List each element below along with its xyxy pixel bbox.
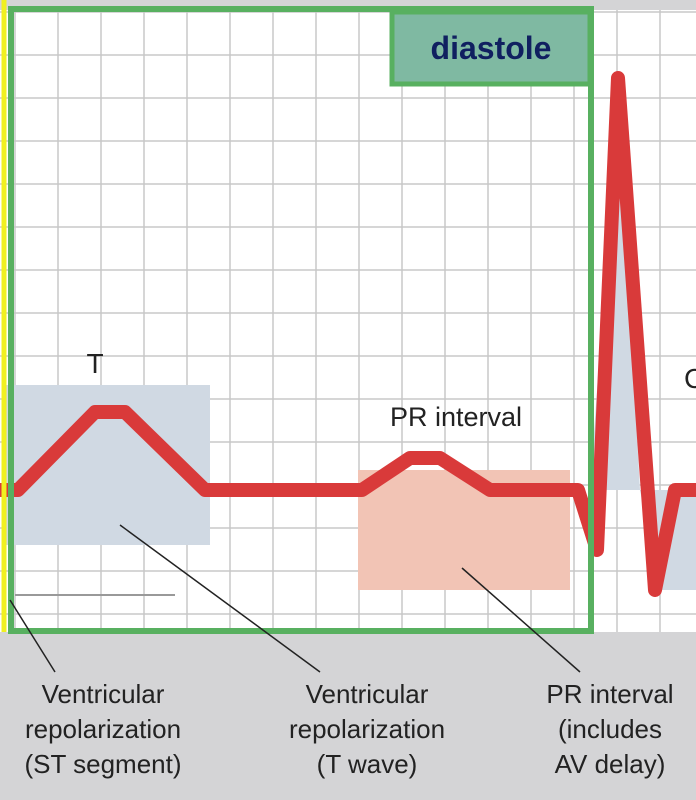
ecg-trace: [0, 71, 696, 597]
caption-line: repolarization: [25, 714, 181, 744]
caption-line: PR interval: [546, 679, 673, 709]
pr-label: PR interval: [390, 402, 522, 432]
caption-line: (ST segment): [24, 749, 181, 779]
leader-line: [461, 567, 581, 673]
caption-line: Ventricular: [42, 679, 165, 709]
caption-line: Ventricular: [306, 679, 429, 709]
caption-line: (T wave): [317, 749, 418, 779]
diastole-box: [389, 9, 593, 87]
leaders: [9, 524, 581, 673]
diastole-frame: [8, 6, 594, 634]
diastole-label: diastole: [431, 30, 552, 66]
caption-line: (includes: [558, 714, 662, 744]
captions: Ventricular repolarization (ST segment) Ven…: [24, 679, 673, 779]
c-label: C: [684, 363, 696, 394]
caption-line: AV delay): [555, 749, 666, 779]
leader-line: [9, 599, 56, 673]
leader-line: [119, 524, 321, 673]
caption-line: repolarization: [289, 714, 445, 744]
t-label: T: [86, 348, 103, 379]
